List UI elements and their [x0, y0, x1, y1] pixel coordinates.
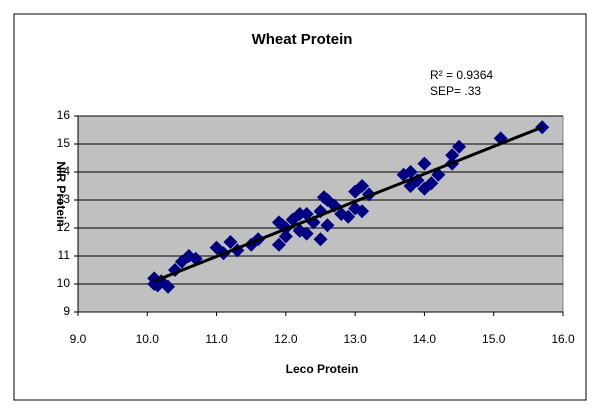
x-tick-label: 9.0	[70, 332, 87, 346]
point	[316, 190, 331, 205]
y-tick-label: 15	[57, 136, 71, 150]
point	[223, 235, 238, 249]
y-tick-label: 13	[57, 192, 71, 206]
point	[299, 226, 314, 241]
point	[313, 232, 328, 247]
point	[161, 279, 176, 294]
point	[445, 148, 460, 163]
annotation: SEP= .33	[430, 84, 481, 98]
point	[278, 229, 293, 244]
y-tick-label: 12	[57, 220, 71, 234]
trendline	[153, 125, 543, 283]
y-tick-label: 11	[58, 248, 71, 262]
point	[417, 156, 432, 171]
point	[320, 218, 335, 233]
point	[341, 209, 356, 224]
point	[355, 204, 370, 219]
x-tick-label: 15.0	[482, 332, 506, 346]
x-tick-label: 12.0	[274, 332, 298, 346]
point	[292, 207, 307, 221]
chart-title: Wheat Protein	[252, 31, 353, 48]
y-tick-label: 9	[63, 304, 70, 318]
x-tick-label: 14.0	[413, 332, 437, 346]
y-axis-label: NIR Protein	[54, 161, 68, 226]
y-tick-label: 14	[57, 164, 71, 178]
x-tick-label: 11.0	[205, 332, 228, 346]
point	[403, 165, 418, 179]
x-tick-label: 13.0	[343, 332, 367, 346]
y-tick-label: 16	[57, 108, 71, 122]
x-tick-label: 16.0	[551, 332, 575, 346]
point	[355, 179, 370, 193]
x-axis-label: Leco Protein	[286, 362, 359, 376]
annotation: R² = 0.9364	[430, 68, 493, 82]
y-tick-label: 10	[57, 276, 71, 290]
point	[424, 176, 439, 191]
x-tick-label: 10.0	[136, 332, 160, 346]
point	[244, 237, 259, 252]
point	[452, 139, 467, 154]
point	[271, 237, 286, 252]
